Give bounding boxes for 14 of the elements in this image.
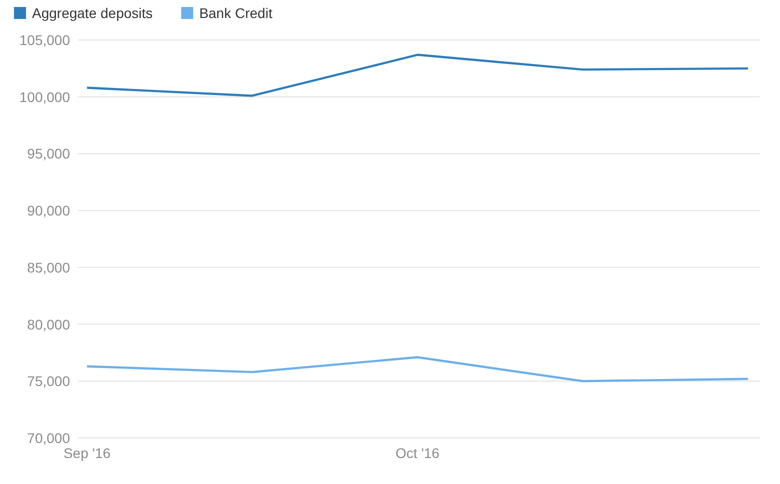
y-tick-label: 75,000 <box>27 373 70 390</box>
y-tick-label: 95,000 <box>27 146 70 162</box>
x-tick-label: Oct '16 <box>396 445 440 461</box>
y-tick-label: 85,000 <box>27 259 70 276</box>
line-series <box>86 356 750 382</box>
legend-label: Aggregate deposits <box>32 5 153 21</box>
y-tick-label: 80,000 <box>27 316 70 332</box>
line-series <box>86 54 750 97</box>
y-tick-label: 70,000 <box>27 430 70 446</box>
y-tick-label: 90,000 <box>27 202 70 219</box>
legend-label: Bank Credit <box>199 5 272 21</box>
y-tick-label: 100,000 <box>19 88 70 105</box>
y-tick-label: 105,000 <box>19 32 70 48</box>
x-tick-label: Sep '16 <box>63 445 111 461</box>
